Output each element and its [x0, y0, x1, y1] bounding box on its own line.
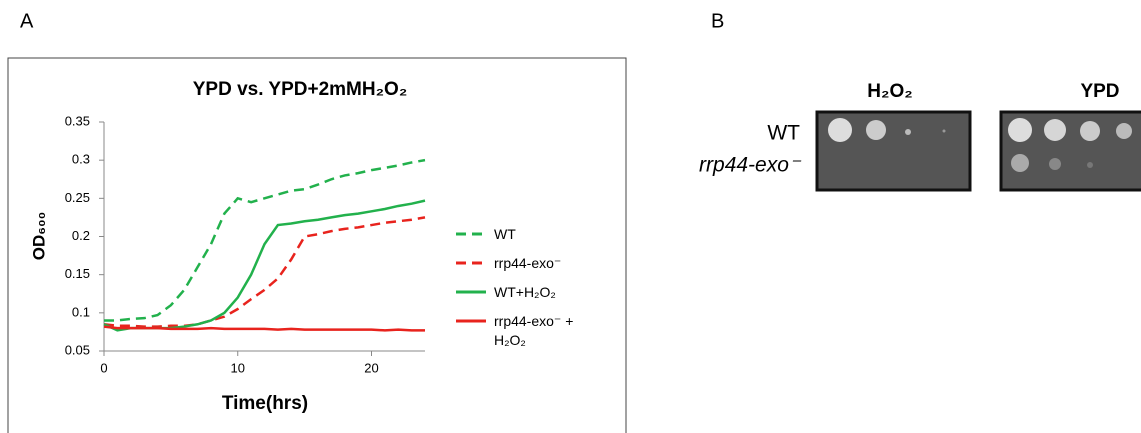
series-line	[103, 216, 426, 328]
row-label: WT	[767, 122, 800, 145]
series-line	[104, 158, 426, 322]
chart-frame	[7, 57, 627, 433]
legend-entry: WT+H₂O₂	[456, 283, 584, 302]
panel-label: B	[711, 10, 724, 32]
y-tick-label: 0.1	[72, 304, 90, 319]
legend-swatch	[456, 319, 486, 323]
legend: WT rrp44-exo⁻ WT+H₂O₂ rrp44-exo⁻ + H₂O₂	[456, 225, 584, 360]
x-tick-label: 10	[231, 360, 245, 375]
x-axis-label: Time(hrs)	[222, 393, 308, 414]
y-tick-label: 0.35	[65, 113, 90, 128]
plate	[815, 110, 972, 192]
legend-swatch	[456, 232, 486, 236]
x-tick-label: 20	[364, 360, 378, 375]
y-tick-label: 0.2	[72, 228, 90, 243]
y-tick-label: 0.3	[72, 152, 90, 167]
y-axis-label: OD₆₀₀	[29, 212, 48, 261]
series-line	[103, 199, 426, 332]
legend-entry: WT	[456, 225, 584, 244]
plot: 0.05 0.1 0.15 0.2 0.25 0.3 0.35 0 10 20	[65, 113, 426, 375]
legend-label: WT+H₂O₂	[494, 284, 556, 300]
series-line	[103, 325, 425, 332]
legend-label: rrp44-exo⁻	[494, 255, 562, 271]
column-label: H₂O₂	[867, 81, 912, 102]
x-tick-label: 0	[100, 360, 107, 375]
legend-label: rrp44-exo⁻ + H₂O₂	[494, 313, 574, 348]
y-tick-label: 0.15	[65, 266, 90, 281]
legend-entry: rrp44-exo⁻ + H₂O₂	[456, 312, 584, 350]
legend-swatch	[456, 290, 486, 294]
y-tick-label: 0.05	[65, 342, 90, 357]
legend-swatch	[456, 261, 486, 265]
legend-entry: rrp44-exo⁻	[456, 254, 584, 273]
legend-label: WT	[494, 226, 516, 242]
y-tick-label: 0.25	[65, 190, 90, 205]
plate	[999, 110, 1141, 192]
row-label: rrp44-exo⁻	[699, 154, 802, 177]
chart-title: YPD vs. YPD+2mMH₂O₂	[193, 79, 408, 100]
column-label: YPD	[1080, 81, 1119, 102]
panel-label: A	[20, 10, 34, 32]
